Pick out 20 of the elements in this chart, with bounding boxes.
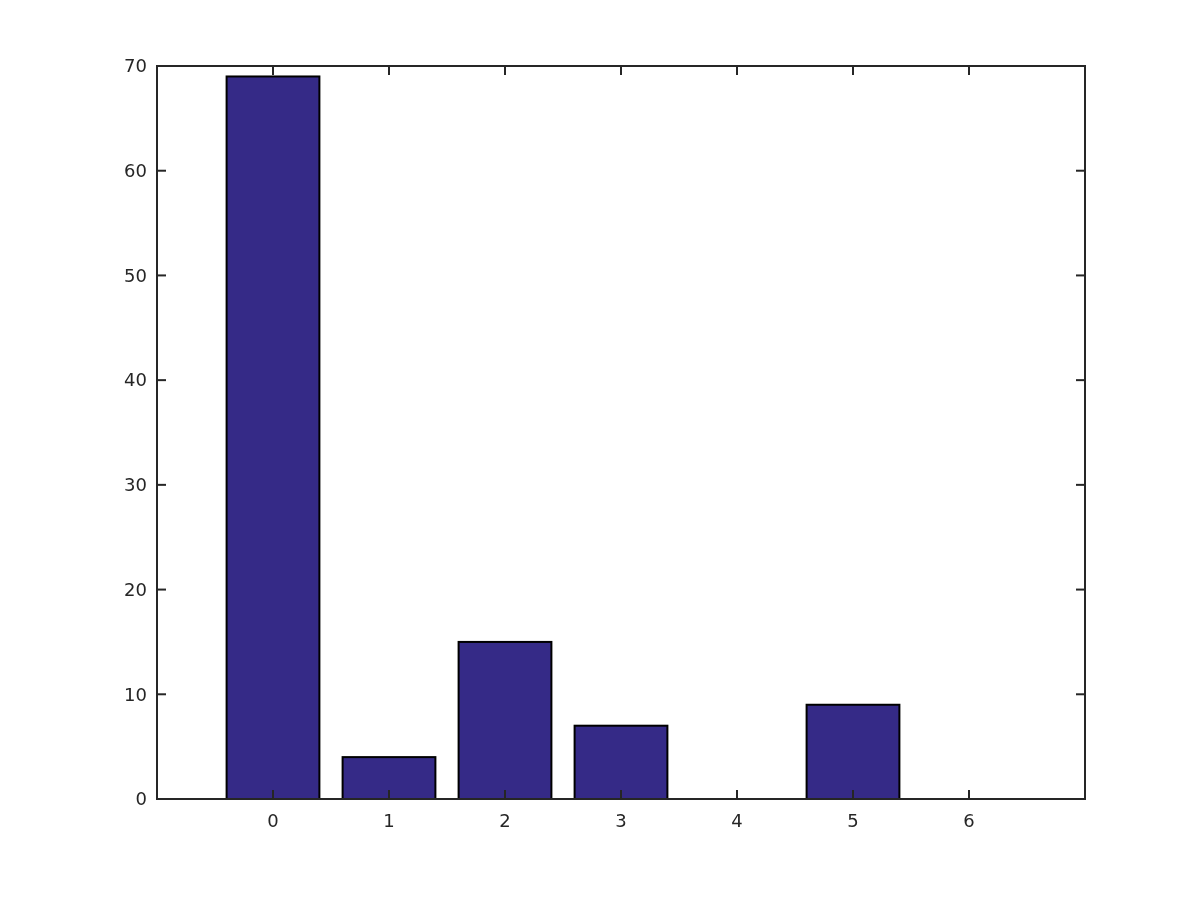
bar bbox=[805, 703, 901, 800]
y-tick-label: 10 bbox=[124, 683, 147, 705]
x-tick-label: 2 bbox=[499, 810, 511, 831]
y-tick-label: 50 bbox=[124, 264, 147, 286]
y-tick-label: 0 bbox=[135, 788, 147, 810]
y-tick-label: 40 bbox=[124, 369, 147, 391]
bar bbox=[341, 756, 437, 800]
x-tick-label: 3 bbox=[615, 810, 627, 831]
x-tick-label: 0 bbox=[267, 810, 279, 831]
bar bbox=[225, 75, 321, 800]
bar bbox=[457, 640, 553, 800]
y-tick-label: 30 bbox=[124, 474, 147, 496]
x-tick-label: 5 bbox=[847, 810, 859, 831]
y-tick-label: 70 bbox=[124, 55, 147, 77]
y-tick-label: 60 bbox=[124, 160, 147, 182]
y-tick-label: 20 bbox=[124, 578, 147, 600]
bar bbox=[573, 724, 669, 800]
x-tick-label: 6 bbox=[963, 810, 975, 831]
x-tick-label: 4 bbox=[731, 810, 743, 831]
x-tick-label: 1 bbox=[383, 810, 395, 831]
